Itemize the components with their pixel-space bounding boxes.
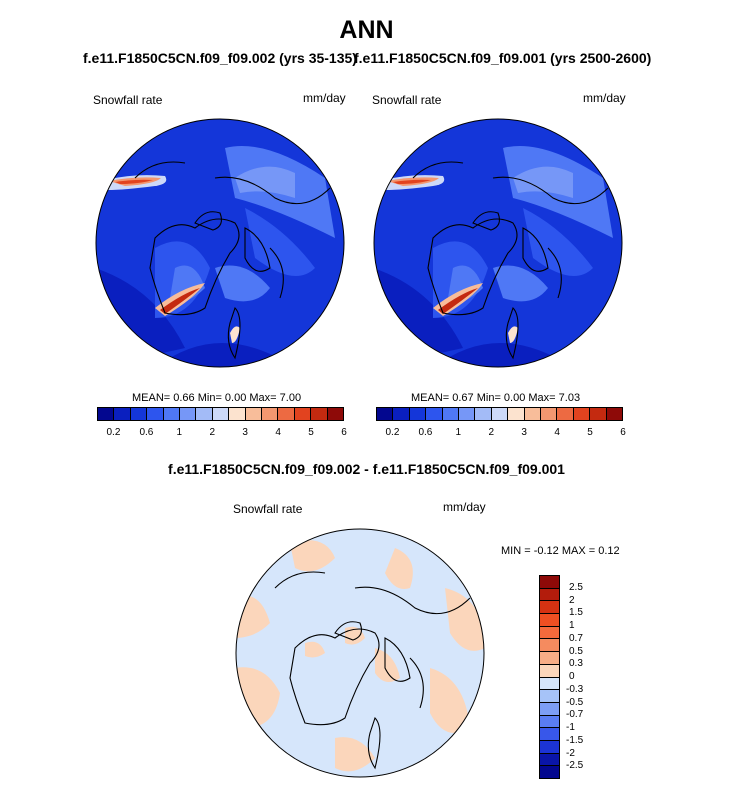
diff-variable-label: Snowfall rate <box>233 502 303 516</box>
difference-map <box>235 528 485 778</box>
colorbar-swatch <box>459 408 476 420</box>
diff-minmax: MIN = -0.12 MAX = 0.12 <box>501 545 620 557</box>
colorbar-tick-label: 0.3 <box>569 658 583 670</box>
colorbar-swatch <box>606 408 623 420</box>
colorbar-tick-label: -1.5 <box>566 734 584 746</box>
colorbar-swatch <box>541 408 558 420</box>
colorbar-swatch <box>590 408 607 420</box>
colorbar-swatch <box>540 728 559 741</box>
left-variable-label: Snowfall rate <box>93 93 163 107</box>
colorbar-tick-label: 0.5 <box>569 645 583 657</box>
colorbar-swatch <box>196 408 213 420</box>
colorbar-tick-label: -2 <box>566 747 575 759</box>
left-stats: MEAN= 0.66 Min= 0.00 Max= 7.00 <box>132 392 302 404</box>
colorbar-tick-label: 2 <box>488 427 495 438</box>
colorbar-swatch <box>540 626 559 640</box>
colorbar-tick-label: 2 <box>209 427 216 438</box>
left-snowfall-map <box>95 118 345 368</box>
colorbar-swatch <box>409 408 427 420</box>
right-snowfall-map <box>373 118 623 368</box>
right-variable-label: Snowfall rate <box>372 93 442 107</box>
colorbar-swatch <box>212 408 230 420</box>
colorbar-swatch <box>540 588 559 602</box>
colorbar-swatch <box>540 740 559 754</box>
colorbar-swatch <box>540 601 559 615</box>
colorbar-swatch <box>262 408 279 420</box>
colorbar-swatch <box>540 702 559 716</box>
colorbar-tick-label: 0.6 <box>139 427 154 438</box>
colorbar-tick-label: -1 <box>566 722 575 733</box>
colorbar-swatch <box>540 715 559 729</box>
colorbar-swatch <box>508 408 525 420</box>
colorbar-swatch <box>540 690 559 703</box>
colorbar-swatch <box>311 408 328 420</box>
colorbar-tick-label: 6 <box>620 427 626 438</box>
colorbar-swatch <box>426 408 443 420</box>
colorbar-swatch <box>491 408 509 420</box>
right-units-label: mm/day <box>583 91 626 105</box>
colorbar-tick-label: 3 <box>521 427 527 438</box>
colorbar-swatch <box>540 652 559 665</box>
case-left-label: f.e11.F1850C5CN.f09_f09.002 (yrs 35-135) <box>83 50 357 66</box>
colorbar-tick-label: 5 <box>587 427 593 438</box>
colorbar-swatch <box>327 408 344 420</box>
colorbar-tick-label: 1 <box>455 427 462 438</box>
colorbar-swatch <box>377 408 394 420</box>
colorbar-swatch <box>180 408 197 420</box>
colorbar-tick-label: 3 <box>242 427 248 438</box>
colorbar-tick-label: 1 <box>176 427 183 438</box>
colorbar-swatch <box>540 753 559 767</box>
colorbar-tick-label: 0.2 <box>106 427 121 438</box>
right-stats: MEAN= 0.67 Min= 0.00 Max= 7.03 <box>411 392 581 404</box>
colorbar-swatch <box>245 408 263 420</box>
difference-title: f.e11.F1850C5CN.f09_f09.002 - f.e11.F185… <box>168 461 565 477</box>
colorbar-swatch <box>114 408 131 420</box>
colorbar-swatch <box>540 614 559 627</box>
left-units-label: mm/day <box>303 91 346 105</box>
colorbar-swatch <box>540 677 559 691</box>
colorbar-swatch <box>540 766 559 778</box>
colorbar-tick-label: 1.5 <box>569 607 583 619</box>
colorbar-swatch <box>540 639 559 653</box>
colorbar-swatch <box>98 408 115 420</box>
colorbar-swatch <box>163 408 181 420</box>
left-colorbar-ticks: 0.2 0.6 1 2 3 4 5 6 <box>97 427 347 441</box>
colorbar-swatch <box>130 408 148 420</box>
colorbar-swatch <box>294 408 312 420</box>
colorbar-swatch <box>229 408 246 420</box>
colorbar-tick-label: -0.3 <box>566 683 584 695</box>
colorbar-tick-label: 0.7 <box>569 632 583 644</box>
diff-units-label: mm/day <box>443 500 486 514</box>
colorbar-tick-label: 4 <box>275 427 281 438</box>
colorbar-tick-label: 6 <box>341 427 347 438</box>
colorbar-tick-label: -2.5 <box>566 760 584 772</box>
colorbar-tick-label: 2.5 <box>569 581 583 593</box>
right-colorbar-ticks: 0.2 0.6 1 2 3 4 5 6 <box>376 427 626 441</box>
colorbar-tick-label: 5 <box>308 427 314 438</box>
case-right-label: f.e11.F1850C5CN.f09_f09.001 (yrs 2500-26… <box>354 50 652 66</box>
colorbar-swatch <box>540 664 559 678</box>
colorbar-tick-label: 0 <box>569 671 575 682</box>
colorbar-swatch <box>278 408 295 420</box>
colorbar-swatch <box>393 408 410 420</box>
colorbar-tick-label: 2 <box>569 594 575 606</box>
colorbar-swatch <box>475 408 492 420</box>
diff-colorbar <box>539 575 560 779</box>
colorbar-swatch <box>147 408 164 420</box>
colorbar-tick-label: -0.5 <box>566 696 584 708</box>
colorbar-swatch <box>524 408 542 420</box>
right-colorbar <box>376 407 623 421</box>
colorbar-tick-label: 0.2 <box>385 427 400 438</box>
diff-colorbar-ticks: 2.5 2 1.5 1 0.7 0.5 0.3 0 -0.3 -0.5 -0.7 -1 -1.5 -2 -2… <box>566 575 606 779</box>
colorbar-swatch <box>540 576 559 589</box>
left-colorbar <box>97 407 344 421</box>
colorbar-tick-label: 4 <box>554 427 560 438</box>
colorbar-tick-label: 1 <box>569 620 575 631</box>
colorbar-swatch <box>442 408 460 420</box>
plot-title: ANN <box>339 16 394 44</box>
colorbar-swatch <box>557 408 574 420</box>
colorbar-tick-label: 0.6 <box>418 427 433 438</box>
colorbar-tick-label: -0.7 <box>566 709 584 721</box>
colorbar-swatch <box>573 408 591 420</box>
